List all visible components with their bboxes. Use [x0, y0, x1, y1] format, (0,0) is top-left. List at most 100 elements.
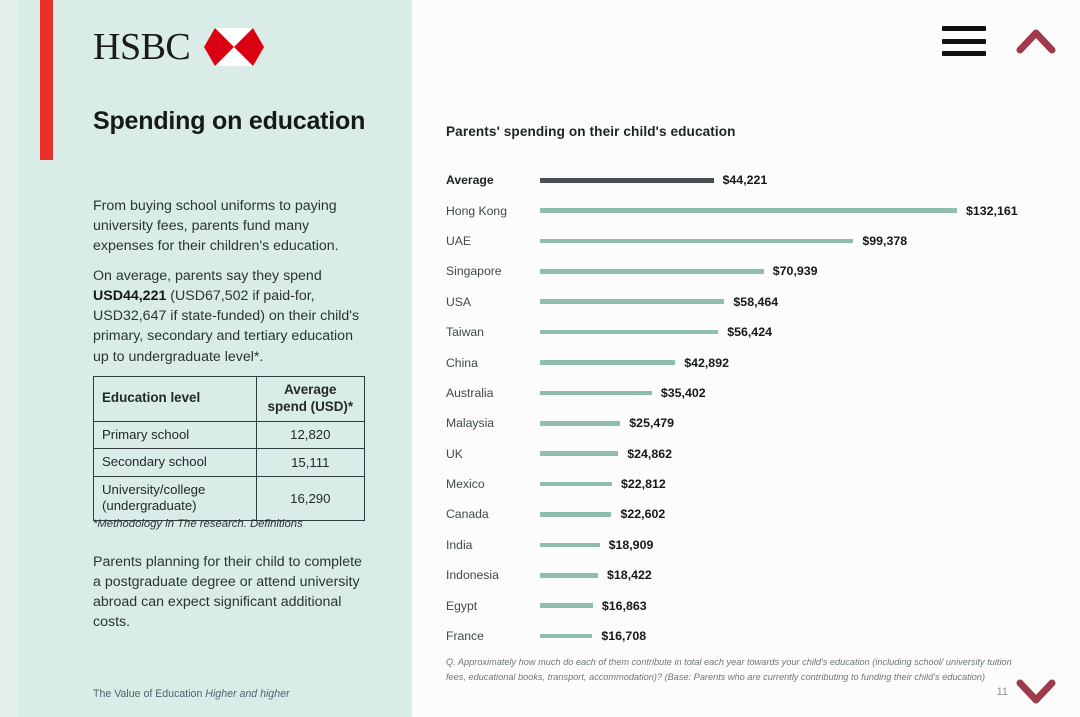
cell-average-spend: 16,290: [255, 475, 366, 521]
bar-value-label: $70,939: [772, 264, 818, 279]
bar-row: USA $58,464: [446, 287, 1058, 317]
column-header-average-spend: Average spend (USD)*: [255, 376, 366, 422]
bar-track: $16,708: [540, 621, 1058, 651]
bar-value-label: $42,892: [684, 355, 729, 370]
bar-row: UK $24,862: [446, 439, 1058, 469]
report-footer: The Value of Education Higher and higher: [93, 688, 393, 700]
bar-fill: [540, 360, 676, 365]
bar-fill: [540, 603, 593, 608]
left-content-panel: HSBC Spending on education From buying s…: [0, 0, 412, 717]
bar-track: $35,402: [540, 378, 1058, 408]
page-title: Spending on education: [93, 107, 366, 135]
hamburger-menu-icon[interactable]: [942, 26, 986, 56]
cell-education-level: Primary school: [93, 420, 257, 449]
bar-fill: [540, 269, 764, 274]
hsbc-wordmark: HSBC: [93, 26, 191, 68]
intro-paragraph: From buying school uniforms to paying un…: [93, 198, 339, 255]
bar-row: UAE $99,378: [446, 226, 1058, 256]
bar-track: $44,221: [540, 165, 1058, 195]
bar-value-label: $132,161: [965, 203, 1018, 218]
bar-row: Singapore $70,939: [446, 256, 1058, 286]
table-head: Education level Average spend (USD)*: [93, 376, 366, 422]
education-spend-table: Education level Average spend (USD)* Pri…: [93, 376, 366, 521]
bar-track: $22,812: [540, 469, 1058, 499]
bar-row: China $42,892: [446, 347, 1058, 377]
bar-track: $132,161: [540, 195, 1058, 225]
bar-category-label: UK: [446, 446, 463, 461]
average-spend-paragraph: On average, parents say they spend USD44…: [93, 266, 371, 367]
bar-category-label: Malaysia: [446, 416, 495, 431]
postgraduate-paragraph: Parents planning for their child to comp…: [93, 554, 362, 631]
bar-fill: [540, 633, 593, 639]
page-number: 11: [996, 686, 1008, 698]
column-header-education-level: Education level: [93, 376, 257, 422]
bar-value-label: $22,812: [621, 477, 666, 492]
bar-row: Canada $22,602: [446, 499, 1058, 529]
bar-fill: [540, 329, 719, 335]
red-accent-rule: [40, 0, 53, 160]
hamburger-bar: [942, 26, 986, 31]
bar-value-label: $25,479: [629, 416, 675, 431]
bar-category-label: Egypt: [446, 598, 478, 613]
bar-category-label: Taiwan: [446, 325, 484, 340]
bar-category-label: Singapore: [446, 264, 502, 279]
bar-track: $99,378: [540, 226, 1058, 256]
chart-title: Parents' spending on their child's educa…: [446, 124, 736, 139]
horizontal-bar-chart: Average $44,221 Hong Kong $132,161 UAE $…: [446, 165, 1058, 651]
table-row: Secondary school 15,111: [93, 448, 366, 477]
bar-value-label: $44,221: [722, 173, 768, 188]
average-spend-figure: USD44,221: [93, 288, 167, 305]
bar-category-label: France: [446, 629, 484, 644]
hamburger-bar: [942, 38, 986, 44]
table-body: Primary school 12,820 Secondary school 1…: [93, 420, 366, 521]
bar-value-label: $16,708: [601, 629, 647, 644]
bar-row: Average $44,221: [446, 165, 1058, 195]
bar-value-label: $24,862: [627, 446, 672, 461]
bar-track: $70,939: [540, 256, 1058, 286]
bar-value-label: $22,602: [620, 507, 666, 522]
average-spend-suffix: (USD67,502 if paid-for, USD32,647 if sta…: [93, 288, 360, 365]
bar-track: $56,424: [540, 317, 1058, 347]
chart-panel: Parents' spending on their child's educa…: [412, 0, 1080, 717]
bar-fill: [540, 451, 619, 456]
cell-average-spend: 12,820: [255, 420, 366, 449]
bar-fill: [540, 572, 599, 578]
bar-track: $18,422: [540, 560, 1058, 590]
bar-category-label: China: [446, 355, 478, 370]
bar-value-label: $99,378: [862, 233, 908, 248]
bar-value-label: $16,863: [601, 598, 647, 613]
chart-question-footnote: Q. Approximately how much do each of the…: [446, 657, 1012, 682]
bar-value-label: $56,424: [727, 325, 772, 340]
hsbc-hexagon-logo-icon: [204, 28, 265, 66]
report-footer-italic: Higher and higher: [205, 688, 290, 700]
bar-category-label: UAE: [446, 233, 472, 248]
table-row: University/college (undergraduate) 16,29…: [93, 475, 366, 521]
bar-track: $42,892: [540, 347, 1058, 377]
bar-fill: [540, 542, 600, 548]
bar-category-label: Hong Kong: [446, 203, 507, 218]
bar-track: $58,464: [540, 287, 1058, 317]
table-row: Primary school 12,820: [93, 420, 366, 449]
bar-track: $22,602: [540, 499, 1058, 529]
bar-category-label: Indonesia: [446, 568, 499, 583]
bar-fill: [540, 177, 714, 183]
bar-row: India $18,909: [446, 530, 1058, 560]
chevron-down-icon[interactable]: [1016, 678, 1056, 704]
chevron-up-icon[interactable]: [1016, 28, 1056, 54]
bar-category-label: India: [446, 537, 473, 552]
bar-row: Egypt $16,863: [446, 590, 1058, 620]
bar-fill: [540, 208, 957, 213]
hsbc-brand-lockup: HSBC: [93, 26, 265, 68]
bar-track: $24,862: [540, 439, 1058, 469]
cell-education-level: Secondary school: [93, 448, 257, 477]
bar-fill: [540, 299, 725, 305]
cell-education-level: University/college (undergraduate): [93, 475, 257, 521]
bar-row: Malaysia $25,479: [446, 408, 1058, 438]
hamburger-bar: [942, 51, 986, 56]
bar-value-label: $18,422: [607, 568, 652, 583]
bar-fill: [540, 238, 854, 244]
bar-fill: [540, 481, 612, 487]
bar-category-label: Mexico: [446, 477, 485, 492]
bar-fill: [540, 390, 652, 396]
